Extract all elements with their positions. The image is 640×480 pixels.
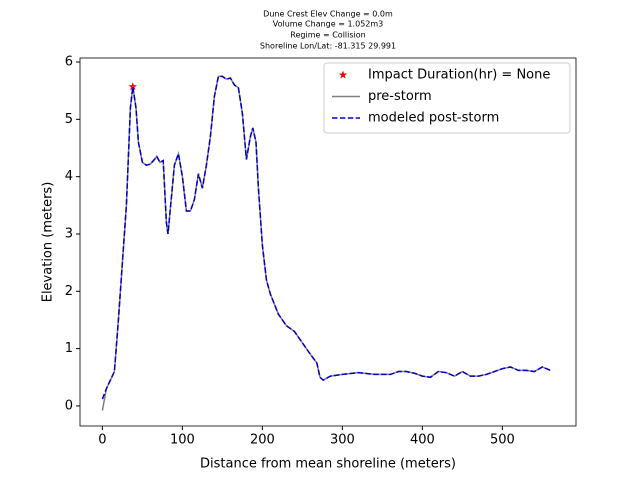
legend-box <box>323 62 571 134</box>
title-line: Regime = Collision <box>290 31 365 40</box>
y-tick-label: 4 <box>65 169 73 184</box>
legend-label: modeled post-storm <box>368 111 499 126</box>
y-tick-label: 3 <box>65 226 73 241</box>
y-tick-label: 6 <box>65 55 73 70</box>
x-tick-label: 200 <box>250 433 275 448</box>
x-tick-label: 400 <box>410 433 435 448</box>
y-tick-label: 5 <box>65 112 73 127</box>
title-line: Volume Change = 1.052m3 <box>273 20 384 29</box>
x-tick-label: 300 <box>330 433 355 448</box>
y-axis-label: Elevation (meters) <box>41 182 56 303</box>
y-tick-label: 0 <box>65 398 73 413</box>
title-line: Shoreline Lon/Lat: -81.315 29.991 <box>260 42 396 51</box>
title-line: Dune Crest Elev Change = 0.0m <box>263 10 393 19</box>
x-tick-label: 500 <box>490 433 515 448</box>
axes-frame <box>79 57 577 427</box>
legend-marker <box>338 70 348 79</box>
x-tick-label: 100 <box>170 433 195 448</box>
legend-label: Impact Duration(hr) = None <box>368 68 550 83</box>
y-tick-label: 2 <box>65 284 73 299</box>
x-tick-label: 0 <box>98 433 106 448</box>
impact-marker <box>128 82 138 91</box>
series-line <box>101 75 551 400</box>
legend-label: pre-storm <box>368 89 432 104</box>
y-tick-label: 1 <box>65 341 73 356</box>
x-axis-label: Distance from mean shoreline (meters) <box>200 457 456 472</box>
